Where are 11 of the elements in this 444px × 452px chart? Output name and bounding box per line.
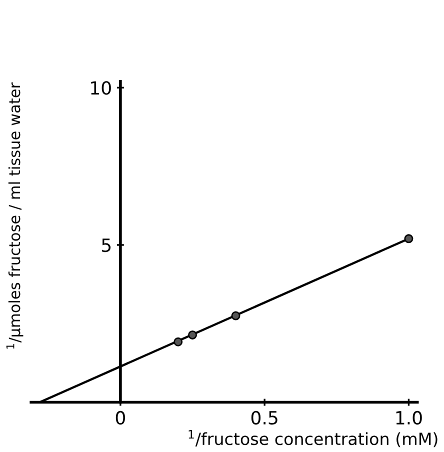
point: [231, 311, 240, 320]
y-tick-label: 10: [91, 81, 111, 95]
point: [174, 337, 183, 346]
point: [188, 330, 198, 340]
x-tick-label: 0.5: [251, 410, 278, 425]
point: [404, 234, 414, 244]
x-tick-label: 0: [116, 410, 125, 425]
y-tick-label: 5: [102, 238, 111, 252]
x-axis-title: $^{1}$/fructose concentration (mM): [188, 430, 438, 448]
x-tick-label: 1.0: [396, 410, 422, 425]
y-axis-title: $^{1}$/µmoles fructose / ml tissue water: [6, 82, 24, 349]
